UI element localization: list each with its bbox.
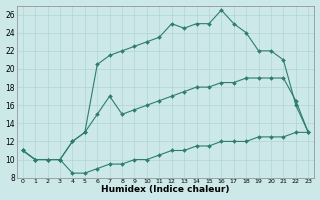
X-axis label: Humidex (Indice chaleur): Humidex (Indice chaleur) <box>101 185 230 194</box>
